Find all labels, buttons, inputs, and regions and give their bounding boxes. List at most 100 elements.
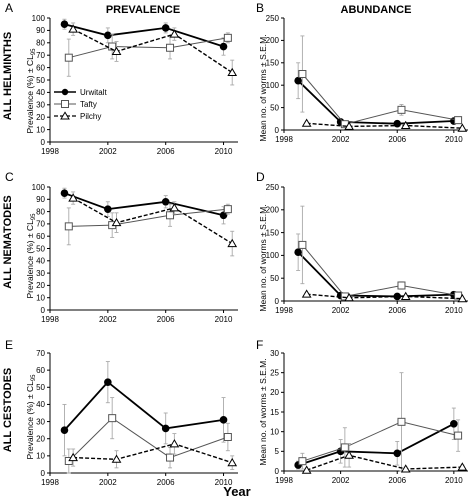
data-point-pilchy-e	[111, 454, 122, 463]
series-line-urwitalt-a	[64, 23, 224, 48]
x-tick-label-a: 1998	[41, 147, 59, 156]
data-point-tafty-a	[223, 33, 232, 42]
legend-label-tafty: Tafty	[80, 100, 97, 109]
data-point-pilchy-f	[400, 464, 411, 473]
y-tick-label-c: 10	[36, 294, 45, 303]
data-point-pilchy-f	[457, 462, 468, 471]
x-tick-label-f: 1998	[275, 476, 293, 485]
column-title-prevalence: PREVALENCE	[106, 4, 180, 16]
data-point-pilchy-c	[68, 193, 79, 202]
ylabel-panel-c: Prevalence (%) ± CL95	[25, 213, 37, 299]
y-tick-label-f: 20	[270, 388, 279, 397]
row-title-cestodes: ALL CESTODES	[2, 368, 14, 453]
y-tick-label-c: 70	[36, 220, 45, 229]
x-tick-label-a: 2002	[99, 147, 117, 156]
y-tick-label-e: 30	[36, 417, 45, 426]
data-point-pilchy-d	[344, 293, 354, 302]
x-tick-label-c: 1998	[41, 315, 59, 324]
data-point-urwitalt-e	[161, 424, 170, 433]
series-line-tafty-c	[68, 208, 228, 227]
data-point-urwitalt-c	[104, 205, 112, 213]
data-point-urwitalt-a	[104, 31, 112, 40]
y-tick-label-a: 50	[36, 76, 45, 85]
data-point-pilchy-d	[400, 291, 411, 300]
panel-letter-f: F	[256, 338, 263, 352]
xlabel-year: Year	[223, 484, 250, 499]
y-tick-label-e: 70	[36, 349, 45, 358]
y-tick-label-d: 250	[266, 183, 280, 192]
data-point-pilchy-d	[301, 289, 312, 298]
y-tick-label-c: 20	[36, 281, 45, 290]
series-line-tafty-a	[68, 37, 228, 59]
legend-label-urwitalt: Urwitalt	[80, 88, 107, 97]
chart-panel-d: 0 50 100 150 200 250 1998 2002 2006 2010	[266, 183, 468, 315]
data-point-pilchy-c	[227, 238, 238, 248]
data-point-pilchy-f	[344, 450, 354, 459]
data-point-pilchy-b	[400, 120, 411, 130]
data-point-tafty-f	[397, 417, 406, 426]
data-point-urwitalt-a	[219, 42, 228, 51]
y-tick-label-c: 40	[36, 257, 45, 266]
x-tick-label-b: 2002	[332, 135, 350, 144]
y-tick-label-d: 150	[266, 228, 280, 237]
x-tick-label-e: 2002	[99, 478, 117, 487]
y-tick-label-a: 80	[36, 39, 45, 48]
panel-letter-a: A	[5, 1, 13, 15]
y-tick-label-a: 10	[36, 125, 45, 134]
y-tick-label-f: 30	[270, 349, 279, 358]
y-tick-label-c: 30	[36, 269, 45, 278]
column-title-abundance: ABUNDANCE	[341, 4, 412, 16]
data-point-tafty-d	[397, 281, 406, 290]
data-point-urwitalt-f	[450, 420, 458, 428]
data-point-tafty-c	[223, 205, 232, 214]
y-tick-label-a: 0	[41, 138, 46, 147]
data-point-urwitalt-e	[104, 378, 112, 386]
panel-letter-e: E	[5, 338, 13, 352]
x-tick-label-c: 2010	[215, 315, 233, 324]
data-point-tafty-e	[223, 433, 232, 441]
ylabel-panel-a: Prevalence (%) ± CL95	[25, 48, 37, 134]
y-tick-label-e: 0	[41, 469, 46, 478]
series-line-urwitalt-b	[297, 80, 454, 125]
y-tick-label-a: 60	[36, 63, 45, 72]
x-tick-label-f: 2006	[388, 476, 406, 485]
legend-marker-pilchy	[60, 111, 70, 120]
y-tick-label-e: 40	[36, 400, 45, 409]
ylabel-panel-b: Mean no. of worms ± S.E.M.	[258, 34, 268, 141]
data-point-pilchy-e	[227, 457, 238, 467]
data-point-urwitalt-c	[60, 189, 69, 197]
chart-panel-c: 0 10 20 30 40 50 60 70 80 90 100 1998 2002 2006 2010	[32, 183, 238, 324]
panel-letter-b: B	[256, 1, 264, 15]
series-line-tafty-f	[302, 421, 459, 462]
y-tick-label-a: 70	[36, 51, 45, 60]
x-tick-label-d: 2006	[388, 306, 406, 315]
chart-panel-f: 0 5 10 15 20 25 30 1998 2002 2006 2010	[270, 349, 468, 485]
data-point-tafty-b	[397, 105, 406, 114]
y-tick-label-b: 150	[266, 59, 280, 68]
y-tick-label-c: 50	[36, 244, 45, 253]
y-tick-label-e: 10	[36, 452, 45, 461]
x-tick-label-a: 2006	[157, 147, 175, 156]
series-line-pilchy-a	[72, 28, 233, 74]
data-point-tafty-e	[166, 453, 175, 462]
row-title-nematodes: ALL NEMATODES	[2, 195, 14, 289]
y-tick-label-a: 40	[36, 88, 45, 97]
data-point-tafty-c	[166, 211, 175, 220]
data-point-pilchy-c	[111, 217, 122, 227]
y-tick-label-b: 250	[266, 14, 280, 23]
data-point-pilchy-e	[169, 439, 180, 448]
series-line-pilchy-f	[306, 454, 463, 471]
data-point-pilchy-d	[457, 293, 468, 303]
y-tick-label-f: 5	[275, 447, 280, 456]
data-point-pilchy-c	[169, 203, 180, 212]
data-point-urwitalt-a	[60, 20, 69, 29]
series-line-urwitalt-e	[63, 380, 224, 431]
data-point-pilchy-f	[301, 465, 312, 474]
data-point-pilchy-b	[457, 123, 468, 132]
data-point-tafty-b	[298, 70, 307, 78]
y-tick-label-d: 0	[275, 297, 280, 306]
data-point-tafty-c	[64, 222, 73, 231]
y-tick-label-e: 50	[36, 383, 45, 392]
data-point-tafty-f	[298, 457, 307, 466]
